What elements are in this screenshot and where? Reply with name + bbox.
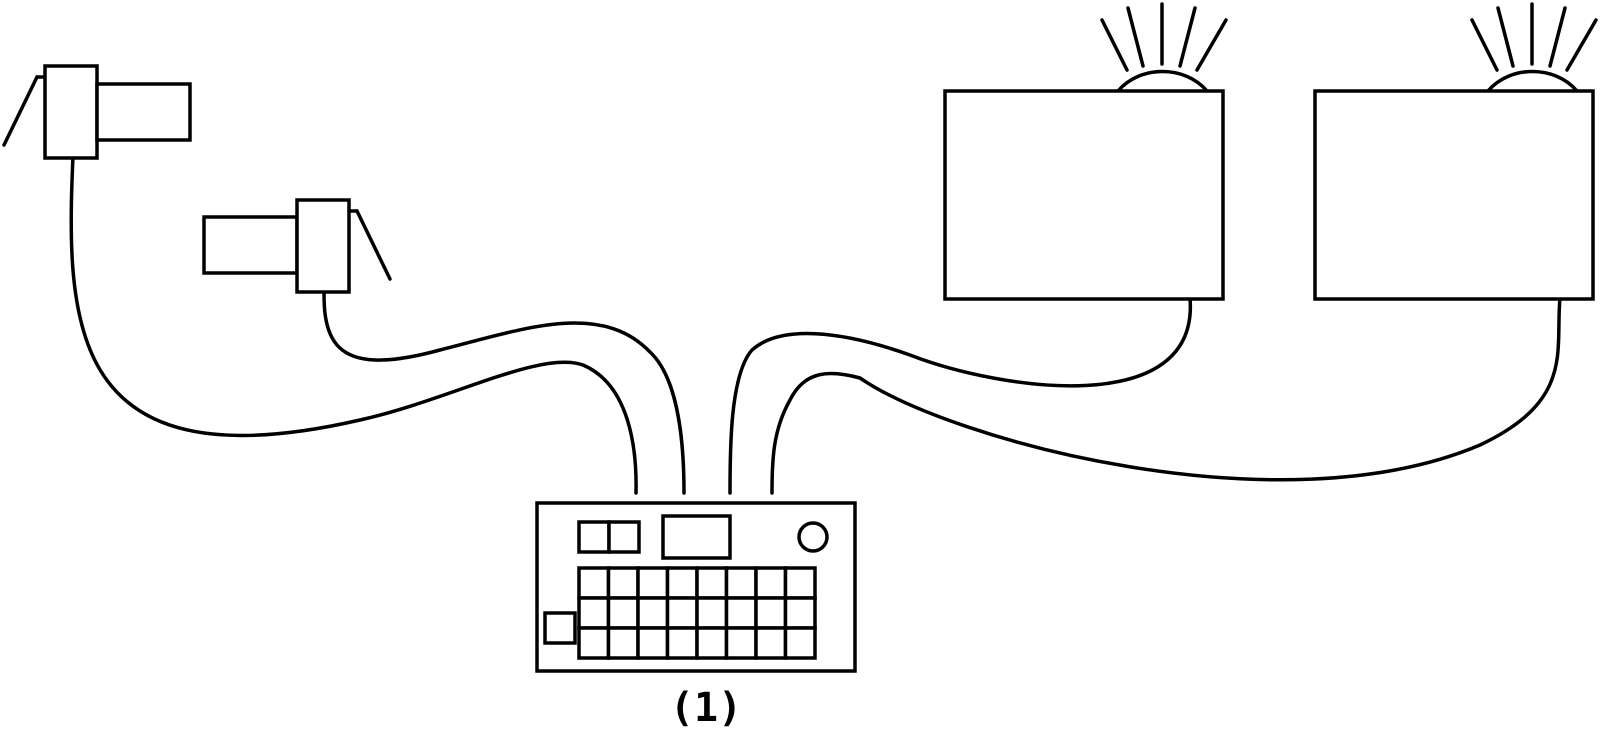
camera-icon [202, 198, 392, 294]
key [665, 626, 699, 660]
controller: (1) [535, 501, 857, 729]
key [636, 626, 670, 660]
key [754, 566, 788, 600]
camera-1 [2, 64, 192, 160]
key [695, 566, 729, 600]
key [724, 566, 758, 600]
key [636, 566, 670, 600]
cable-monitor-2 [770, 296, 1562, 495]
cable-camera-1 [69, 131, 638, 495]
key [695, 596, 729, 630]
key [606, 626, 640, 660]
key [754, 626, 788, 660]
key [783, 626, 817, 660]
key [606, 566, 640, 600]
monitor-icon [943, 89, 1225, 301]
key [724, 626, 758, 660]
cable-camera-2 [322, 268, 686, 495]
keypad-controller-icon [535, 501, 857, 673]
monitor-2 [1313, 2, 1598, 301]
key [577, 596, 611, 630]
key [606, 596, 640, 630]
camera-2 [202, 198, 392, 294]
cables [69, 131, 1562, 495]
key [695, 626, 729, 660]
key-grid [577, 566, 817, 660]
cable-monitor-1 [728, 296, 1192, 495]
key [577, 626, 611, 660]
key [783, 566, 817, 600]
key [636, 596, 670, 630]
figure-caption: (1) [670, 685, 742, 729]
key [724, 596, 758, 630]
monitor-icon [1313, 89, 1595, 301]
key [577, 566, 611, 600]
light-icon [1100, 2, 1228, 93]
key [665, 566, 699, 600]
key [754, 596, 788, 630]
key [783, 596, 817, 630]
key [665, 596, 699, 630]
light-icon [1470, 2, 1598, 93]
monitor-1 [943, 2, 1228, 301]
camera-icon [2, 64, 192, 160]
